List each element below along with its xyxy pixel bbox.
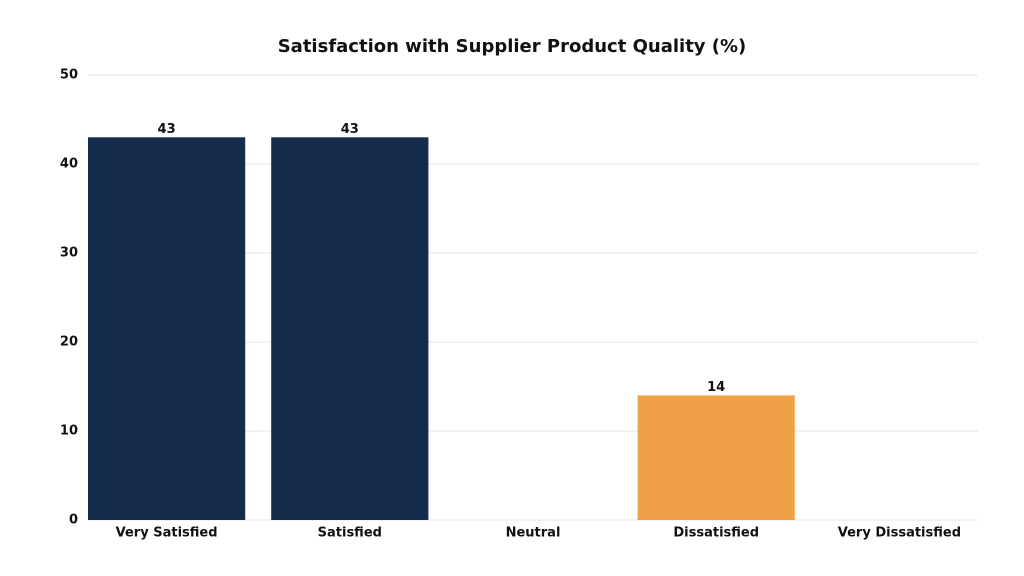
x-tick-label: Dissatisfied [673,526,759,541]
x-tick-label: Very Satisfied [116,526,218,541]
bar [271,137,429,521]
y-tick-label: 0 [69,513,78,528]
y-tick-label: 50 [60,68,78,83]
value-label: 43 [341,122,359,137]
value-label: 43 [158,122,176,137]
x-tick-label: Neutral [506,526,561,541]
bar [637,395,795,520]
bar [88,137,246,521]
y-tick-label: 40 [60,157,78,172]
y-tick-label: 30 [60,246,78,261]
y-tick-label: 20 [60,335,78,350]
x-tick-label: Satisfied [318,526,382,541]
value-label: 14 [707,380,725,395]
y-tick-label: 10 [60,424,78,439]
chart-title: Satisfaction with Supplier Product Quali… [278,36,747,57]
x-tick-label: Very Dissatisfied [838,526,961,541]
